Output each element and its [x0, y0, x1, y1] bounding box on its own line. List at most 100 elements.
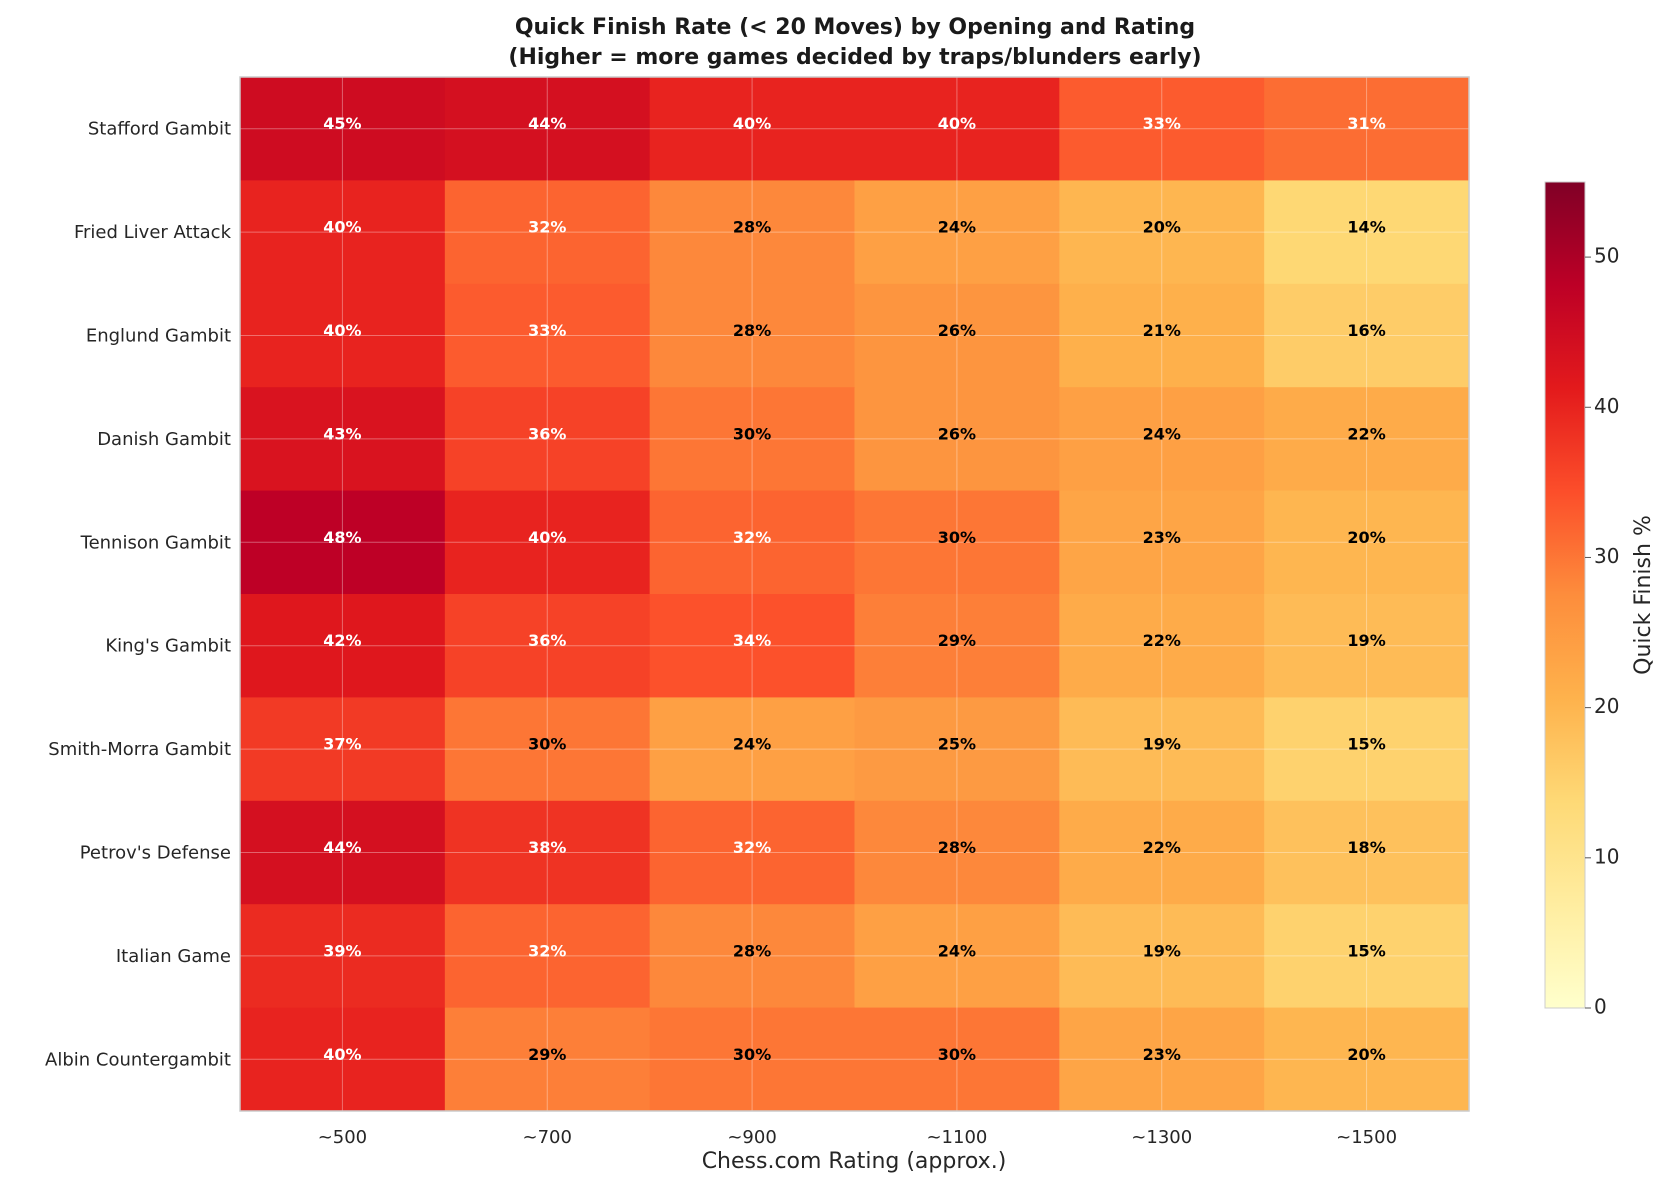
heatmap-cell [444, 904, 651, 1009]
cell-value-label: 26% [938, 424, 976, 443]
heatmap-cell [240, 387, 446, 492]
colorbar-tick-label: 0 [1594, 995, 1607, 1019]
y-tick-label: Danish Gambit [97, 429, 231, 450]
cell-value-label: 15% [1347, 735, 1385, 754]
cell-value-label: 20% [1347, 1045, 1385, 1064]
cell-value-label: 24% [938, 941, 976, 960]
cell-value-label: 23% [1143, 1045, 1181, 1064]
heatmap-cell [1264, 904, 1470, 1009]
cell-value-label: 40% [323, 1045, 361, 1064]
cell-value-label: 42% [323, 631, 361, 650]
colorbar-tick-label: 20 [1594, 694, 1619, 718]
heatmap-cell [649, 697, 855, 802]
heatmap-cell [854, 697, 1060, 802]
heatmap-cell [649, 490, 855, 595]
heatmap-cell [1059, 283, 1265, 388]
cell-value-label: 28% [733, 321, 771, 340]
heatmap-cell [1059, 594, 1265, 698]
heatmap-cell [240, 594, 446, 698]
cell-value-label: 29% [528, 1045, 566, 1064]
cell-value-label: 40% [323, 321, 361, 340]
heatmap-cell [854, 490, 1060, 595]
heatmap-cell [240, 697, 446, 802]
cell-value-label: 28% [733, 941, 771, 960]
heatmap-cell [1059, 1007, 1265, 1112]
heatmap-cell [649, 1007, 855, 1112]
y-tick-label: Smith-Morra Gambit [48, 739, 231, 760]
heatmap-cell [649, 800, 855, 905]
colorbar-tick-label: 50 [1594, 244, 1619, 268]
cell-labels: 45% 44% 40% 40% 33% 31% 40% 32% 28% 24% 20% 14% 40% 3… [323, 114, 1385, 1064]
cell-value-label: 44% [323, 838, 361, 857]
heatmap-cell [1264, 800, 1470, 905]
heatmap-cell [240, 904, 446, 1009]
cell-value-label: 19% [1347, 631, 1385, 650]
heatmap-cell [444, 490, 651, 595]
heatmap-cell [240, 77, 446, 181]
cell-value-label: 40% [323, 218, 361, 237]
heatmap-cell [1059, 490, 1265, 595]
cell-value-label: 30% [938, 1045, 976, 1064]
cell-value-label: 23% [1143, 528, 1181, 547]
cell-value-label: 30% [938, 528, 976, 547]
cell-value-label: 29% [938, 631, 976, 650]
cell-value-label: 24% [733, 735, 771, 754]
heatmap-cell [854, 180, 1060, 285]
cell-value-label: 15% [1347, 941, 1385, 960]
heatmap-cell [240, 1007, 446, 1112]
heatmap-cell [444, 180, 651, 285]
heatmap-cell [1264, 697, 1470, 802]
heatmap-cell [444, 594, 651, 698]
x-tick-label: ~1300 [1131, 1127, 1192, 1148]
y-tick-label: Englund Gambit [86, 326, 231, 347]
cell-value-label: 33% [528, 321, 566, 340]
cell-value-label: 20% [1143, 218, 1181, 237]
heatmap-cell [854, 387, 1060, 492]
cell-value-label: 37% [323, 735, 361, 754]
cell-value-label: 21% [1143, 321, 1181, 340]
heatmap-cell [854, 904, 1060, 1009]
y-tick-labels: Stafford Gambit Fried Liver Attack Englund… [45, 119, 232, 1071]
heatmap-cell [1264, 387, 1470, 492]
x-axis-label: Chess.com Rating (approx.) [702, 1149, 1007, 1174]
heatmap-cell [444, 697, 651, 802]
cell-value-label: 36% [528, 424, 566, 443]
cell-value-label: 31% [1347, 114, 1385, 133]
heatmap-cell [444, 77, 651, 181]
cell-value-label: 22% [1143, 838, 1181, 857]
cell-value-label: 14% [1347, 218, 1385, 237]
cell-value-label: 38% [528, 838, 566, 857]
grid-lines [240, 77, 1469, 1111]
cell-value-label: 28% [733, 218, 771, 237]
cell-value-label: 45% [323, 114, 361, 133]
heatmap-cell [240, 800, 446, 905]
heatmap-cell [444, 1007, 651, 1112]
heatmap-cell [649, 904, 855, 1009]
cell-value-label: 43% [323, 424, 361, 443]
cell-value-label: 22% [1347, 424, 1385, 443]
cell-value-label: 44% [528, 114, 566, 133]
cell-value-label: 24% [1143, 424, 1181, 443]
heatmap-cell [854, 1007, 1060, 1112]
cell-value-label: 39% [323, 941, 361, 960]
chart-subtitle: (Higher = more games decided by traps/bl… [508, 45, 1201, 70]
cell-value-label: 36% [528, 631, 566, 650]
heatmap-cell [1059, 387, 1265, 492]
cell-value-label: 30% [733, 1045, 771, 1064]
y-tick-label: Stafford Gambit [88, 119, 231, 140]
heatmap-cell [649, 594, 855, 698]
heatmap-cell [1264, 594, 1470, 698]
cell-value-label: 25% [938, 735, 976, 754]
heatmap-cells [240, 77, 1470, 1112]
cell-value-label: 16% [1347, 321, 1385, 340]
heatmap-cell [240, 180, 446, 285]
colorbar-ticks: 0 10 20 30 40 50 [1585, 244, 1619, 1019]
y-tick-label: Italian Game [116, 946, 231, 967]
cell-value-label: 32% [733, 838, 771, 857]
colorbar-tick-label: 10 [1594, 844, 1619, 868]
cell-value-label: 33% [1143, 114, 1181, 133]
cell-value-label: 18% [1347, 838, 1385, 857]
heatmap-cell [240, 283, 446, 388]
cell-value-label: 40% [528, 528, 566, 547]
cell-value-label: 34% [733, 631, 771, 650]
